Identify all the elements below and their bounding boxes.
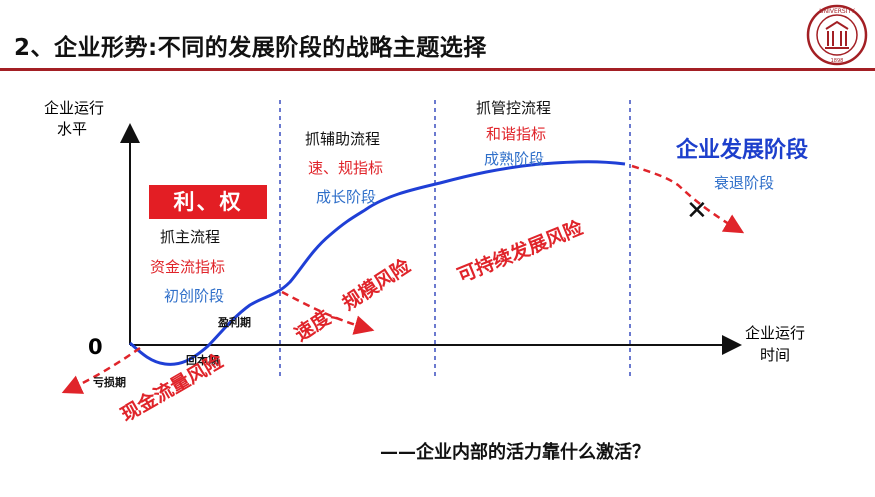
profit-period-label: 盈利期 <box>218 316 251 329</box>
growth-indicator: 速、规指标 <box>308 159 384 177</box>
loss-trend-line <box>61 346 141 394</box>
mature-indicator: 和谐指标 <box>486 125 547 143</box>
svg-text:1898: 1898 <box>831 58 844 64</box>
decline-x-mark-icon: ✕ <box>686 196 708 226</box>
growth-stage-name: 成长阶段 <box>316 188 377 206</box>
startup-indicator: 资金流指标 <box>150 258 226 276</box>
startup-process: 抓主流程 <box>160 228 221 246</box>
origin-label: 0 <box>88 335 103 359</box>
startup-focus-box: 利、权 <box>149 185 267 219</box>
title-divider <box>0 68 875 71</box>
loss-period-label: 亏损期 <box>93 376 126 389</box>
bottom-question: ——企业内部的活力靠什么激活？ <box>380 442 650 463</box>
growth-process: 抓辅助流程 <box>305 130 381 148</box>
mature-stage-name: 成熟阶段 <box>484 150 545 168</box>
x-axis-label-line2: 时间 <box>760 346 791 364</box>
breakeven-period-label: 回本期 <box>186 354 219 367</box>
page-title: 2、企业形势:不同的发展阶段的战略主题选择 <box>14 35 487 61</box>
y-axis-label-line1: 企业运行 <box>44 99 105 117</box>
decline-stage-name: 衰退阶段 <box>714 174 775 192</box>
svg-text:UNIVERSITY: UNIVERSITY <box>819 8 855 15</box>
x-axis-label-line1: 企业运行 <box>745 324 806 342</box>
mature-process: 抓管控流程 <box>476 99 552 117</box>
growth-curve <box>128 160 626 366</box>
university-seal-logo: UNIVERSITY 1898 <box>806 4 868 66</box>
y-axis-label-line2: 水平 <box>57 120 88 138</box>
startup-stage-name: 初创阶段 <box>164 287 225 305</box>
speed-scale-trend-line <box>281 290 375 335</box>
decline-trend-line <box>631 164 745 234</box>
enterprise-stage-header: 企业发展阶段 <box>676 138 809 163</box>
